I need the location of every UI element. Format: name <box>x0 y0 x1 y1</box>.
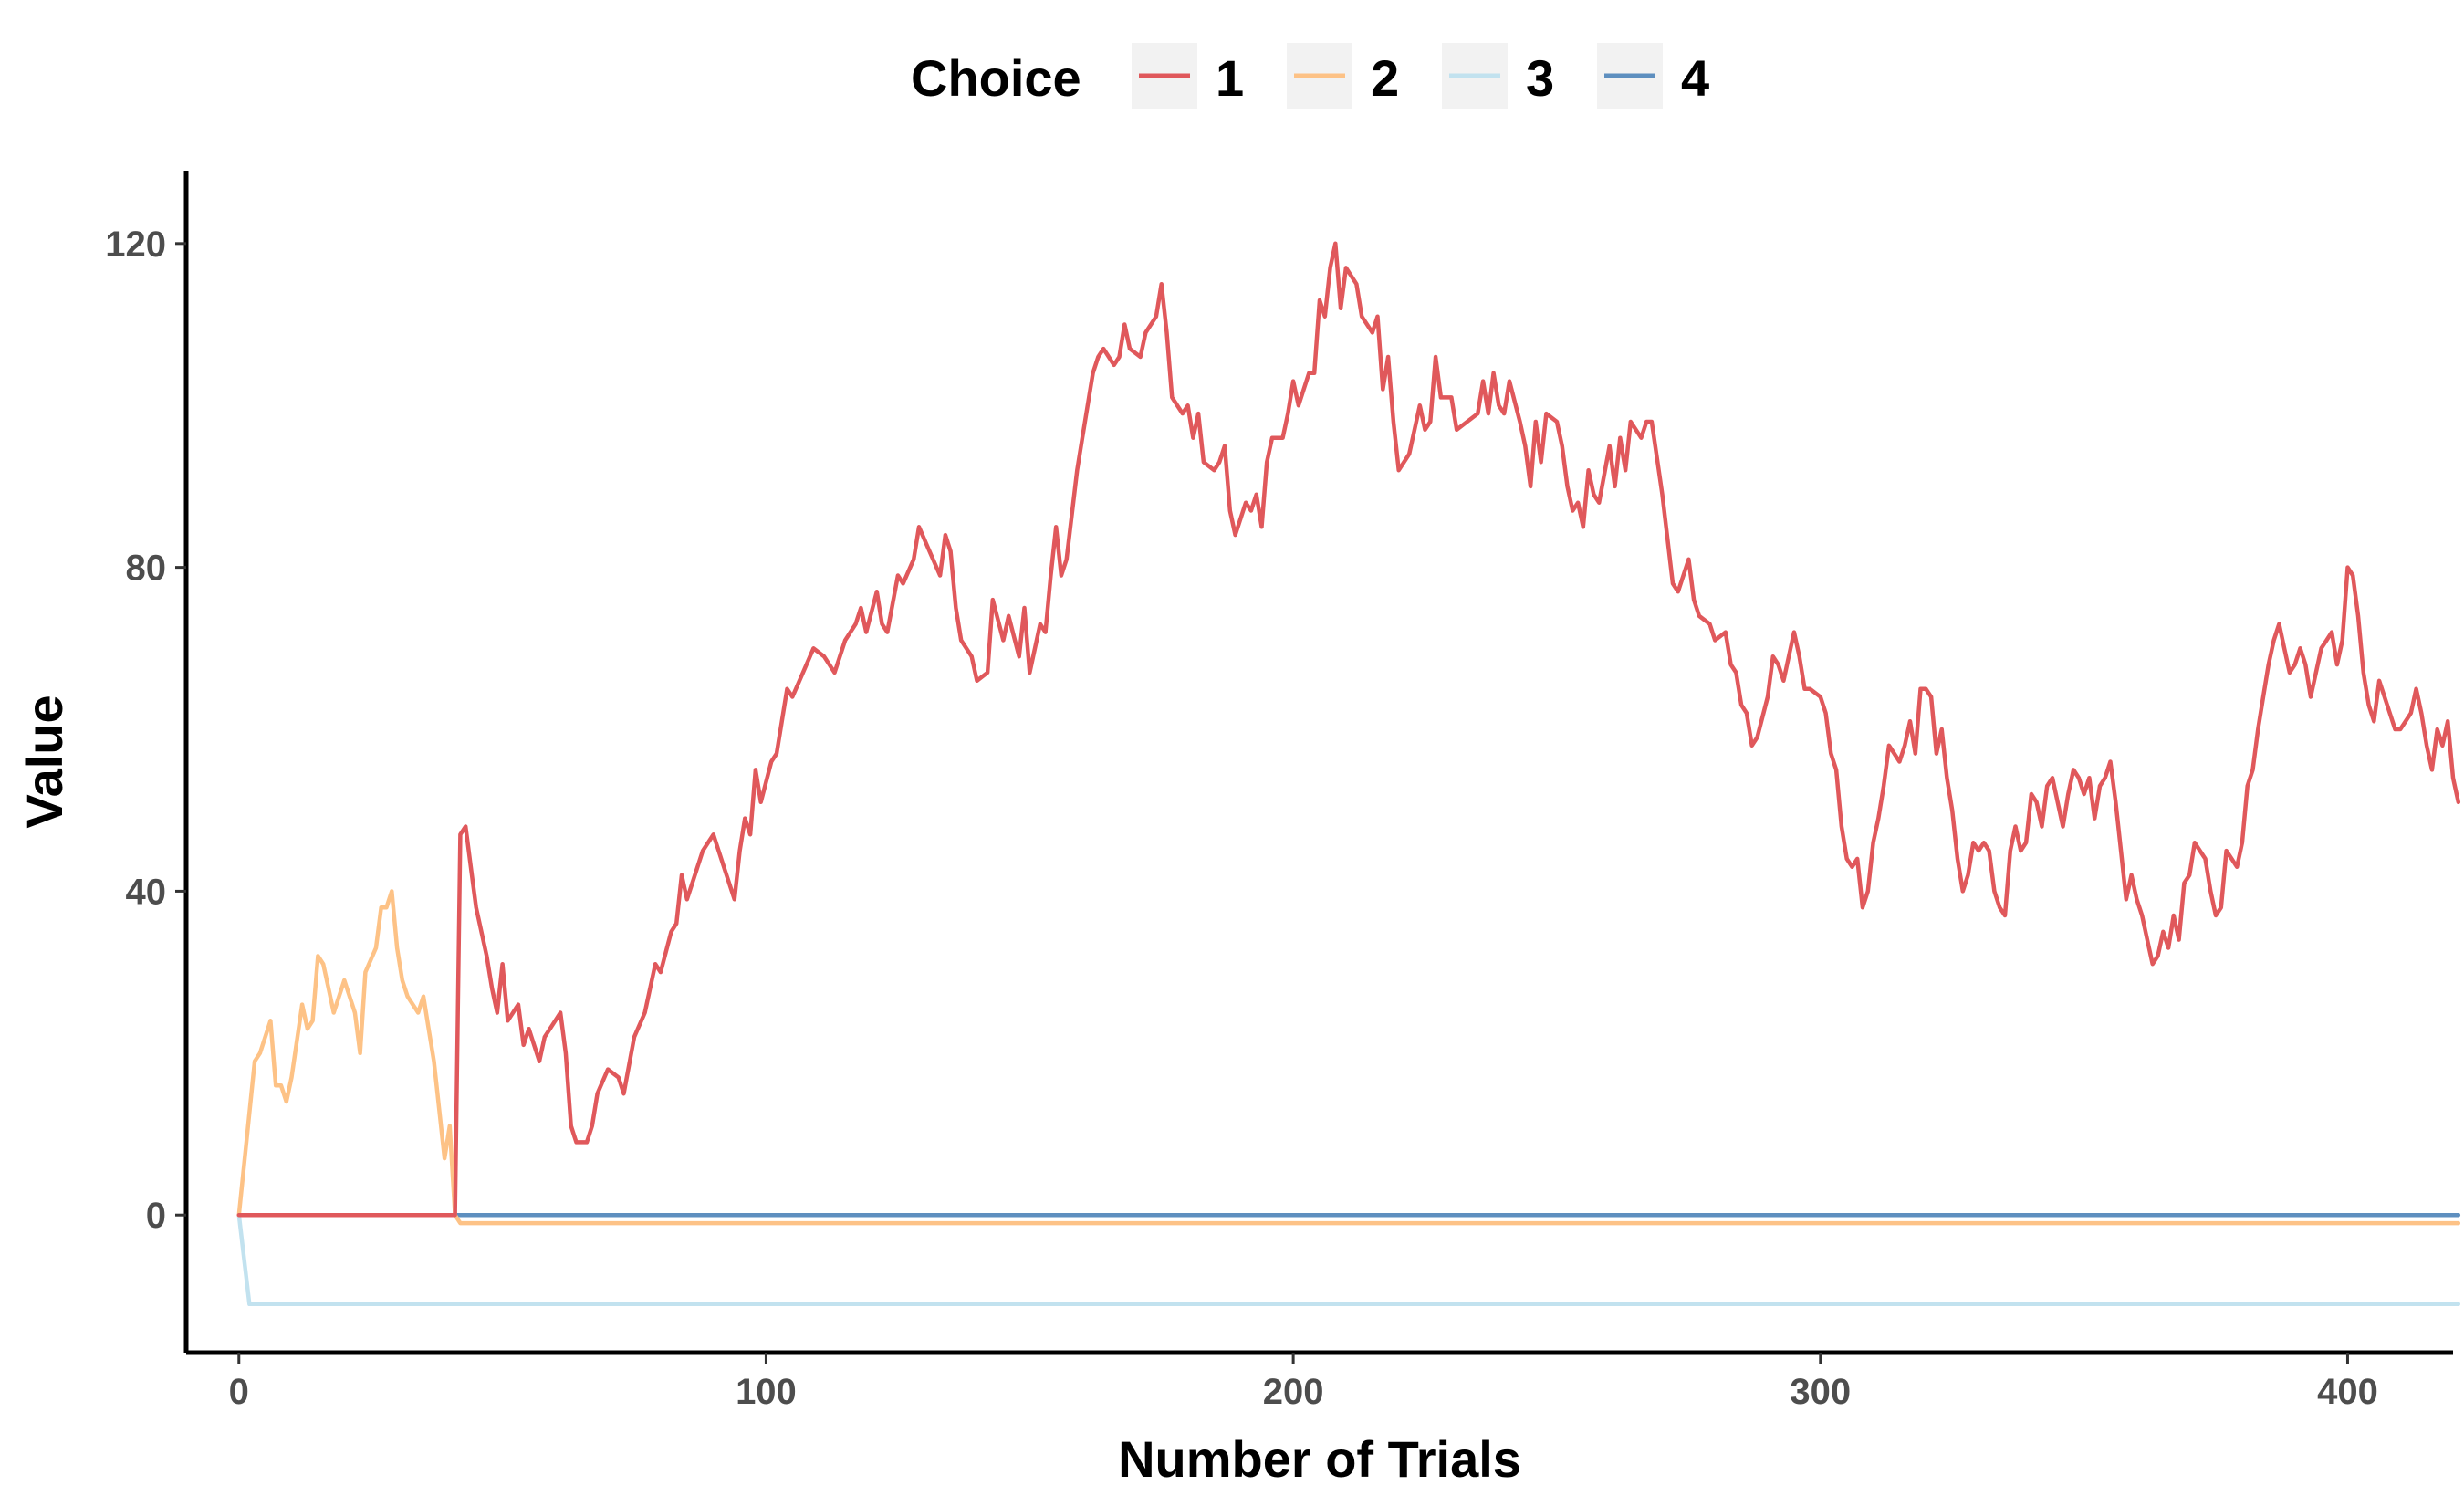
y-axis-title: Value <box>16 695 73 828</box>
legend-label: 1 <box>1216 49 1244 107</box>
y-tick-label: 0 <box>146 1196 166 1236</box>
series-line-1 <box>236 241 2461 1218</box>
legend-item-4: 4 <box>1597 43 1709 109</box>
y-axis-ticks: 0 40 80 120 <box>105 225 186 1236</box>
plot-area <box>236 241 2461 1307</box>
legend-label: 4 <box>1681 49 1709 107</box>
x-axis-ticks: 0 100 200 300 400 <box>229 1353 2378 1412</box>
legend-item-2: 2 <box>1287 43 1399 109</box>
legend-item-1: 1 <box>1132 43 1244 109</box>
y-tick-label: 80 <box>126 549 167 589</box>
legend: Choice 1 2 3 4 <box>911 43 1709 109</box>
x-tick-label: 300 <box>1790 1372 1851 1412</box>
legend-title: Choice <box>911 49 1081 107</box>
x-tick-label: 200 <box>1263 1372 1324 1412</box>
x-tick-label: 0 <box>229 1372 249 1412</box>
x-axis-title: Number of Trials <box>1118 1430 1521 1488</box>
y-tick-label: 120 <box>105 225 166 265</box>
series-line-2 <box>236 889 2461 1226</box>
series-line-3 <box>236 1212 2461 1307</box>
y-tick-label: 40 <box>126 872 167 912</box>
legend-item-3: 3 <box>1442 43 1554 109</box>
legend-label: 2 <box>1371 49 1399 107</box>
x-tick-label: 100 <box>736 1372 797 1412</box>
legend-label: 3 <box>1526 49 1554 107</box>
x-tick-label: 400 <box>2317 1372 2378 1412</box>
